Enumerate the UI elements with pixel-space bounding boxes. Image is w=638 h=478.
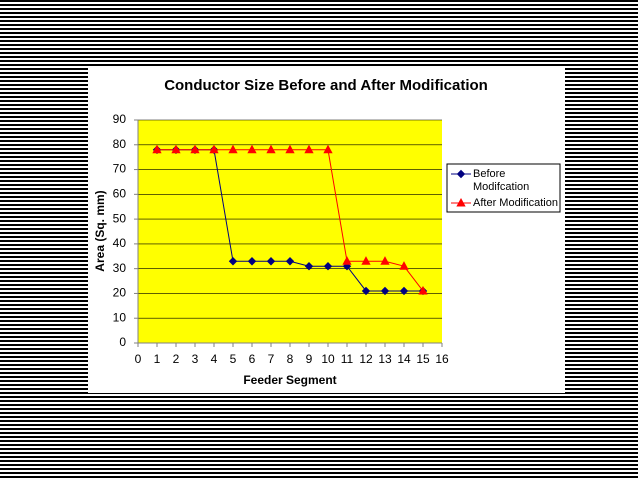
x-tick-label: 15 <box>416 352 430 366</box>
legend-label: Before Modifcation <box>473 168 530 193</box>
marker <box>171 144 181 154</box>
y-axis-label: Area (Sq. mm) <box>93 190 107 271</box>
x-tick-label: 1 <box>154 352 161 366</box>
marker <box>361 286 371 296</box>
x-tick-label: 14 <box>397 352 411 366</box>
plot-area <box>138 120 442 343</box>
y-tick-label: 90 <box>113 112 127 126</box>
x-tick-label: 11 <box>341 352 354 366</box>
legend-label: After Modification <box>473 197 558 209</box>
legend-box <box>446 163 561 213</box>
x-tick-label: 13 <box>378 352 392 366</box>
x-tick-label: 16 <box>435 352 449 366</box>
y-tick-label: 0 <box>119 335 126 349</box>
marker <box>209 144 219 154</box>
y-tick-label: 80 <box>113 137 127 151</box>
marker <box>152 144 162 154</box>
y-tick-label: 60 <box>113 187 127 201</box>
marker <box>342 256 352 265</box>
x-tick-label: 0 <box>135 352 142 366</box>
x-tick-label: 2 <box>173 352 180 366</box>
x-tick-label: 3 <box>192 352 199 366</box>
x-tick-label: 6 <box>249 352 256 366</box>
marker <box>418 285 428 295</box>
y-tick-label: 40 <box>113 236 127 250</box>
marker <box>399 261 409 270</box>
marker <box>266 144 276 154</box>
chart-title: Conductor Size Before and After Modifica… <box>164 77 488 94</box>
marker <box>361 256 371 265</box>
marker <box>380 286 390 296</box>
y-tick-label: 70 <box>113 162 127 176</box>
marker <box>247 144 257 154</box>
marker <box>228 144 238 154</box>
y-tick-label: 30 <box>113 261 127 275</box>
marker <box>190 144 200 154</box>
marker <box>323 261 333 271</box>
x-tick-label: 7 <box>268 352 275 366</box>
marker <box>456 169 466 179</box>
marker <box>399 286 409 296</box>
marker <box>456 197 466 207</box>
marker <box>285 144 295 154</box>
y-tick-label: 20 <box>113 286 127 300</box>
x-tick-label: 8 <box>287 352 294 366</box>
marker <box>247 257 257 266</box>
x-tick-label: 9 <box>306 352 313 366</box>
marker <box>380 256 390 265</box>
marker <box>323 144 333 154</box>
marker <box>228 257 238 266</box>
marker <box>304 261 314 271</box>
marker <box>266 257 276 266</box>
x-tick-label: 4 <box>211 352 218 366</box>
x-tick-label: 5 <box>230 352 237 366</box>
marker <box>304 144 314 154</box>
y-tick-label: 10 <box>113 310 127 324</box>
x-tick-label: 12 <box>359 352 373 366</box>
marker <box>285 257 295 266</box>
y-tick-label: 50 <box>113 211 127 225</box>
x-tick-label: 10 <box>321 352 335 366</box>
x-axis-label: Feeder Segment <box>243 373 336 387</box>
